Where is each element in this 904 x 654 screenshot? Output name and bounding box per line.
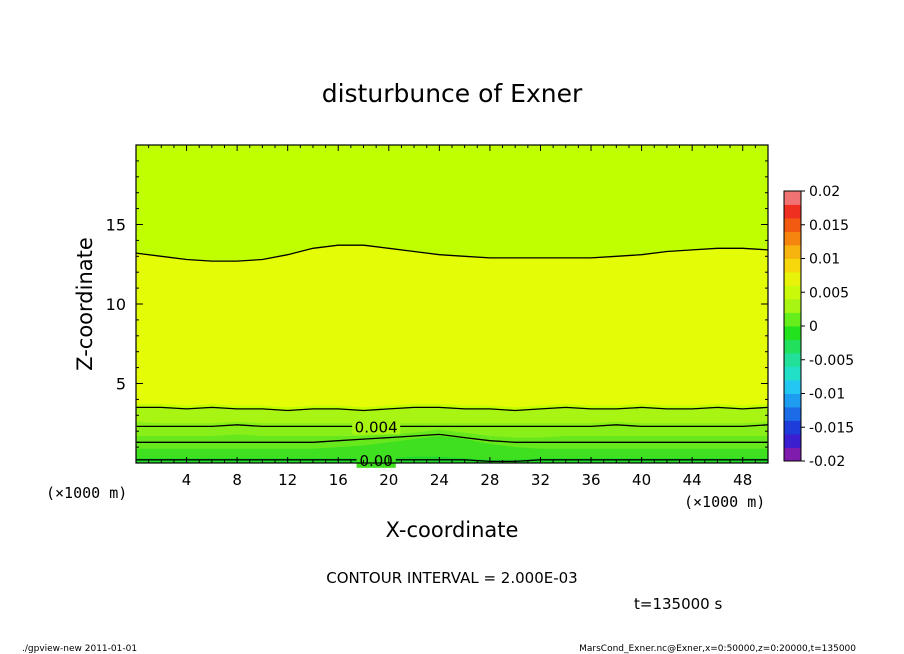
colorbar-label: 0.005 (809, 285, 849, 301)
colorbar-segment (784, 245, 801, 259)
contour-line (136, 424, 769, 428)
colorbar-label: 0.02 (809, 184, 840, 200)
x-axis: 4 8 12 16 20 24 28 32 36 40 44 48 (148, 145, 756, 489)
x-tick-label: 28 (480, 471, 499, 489)
x-tick-label: 24 (430, 471, 449, 489)
x-tick-label: 20 (379, 471, 398, 489)
colorbar-segment (784, 447, 801, 462)
colorbar-label: 0.015 (809, 218, 849, 234)
contour-interval-text: CONTOUR INTERVAL = 2.000E-03 (326, 569, 577, 587)
colorbar-segment (784, 191, 801, 205)
contour-line (135, 244, 769, 262)
colorbar-segment (784, 420, 801, 435)
colorbar-segment (784, 258, 801, 273)
colorbar: 0.02 0.015 0.01 0.005 0 -0.005 -0.01 -0.015 -0.0… (783, 184, 854, 470)
colorbar-segment (784, 366, 801, 381)
y-tick-label: 5 (116, 375, 126, 394)
x-tick-label: 44 (683, 471, 702, 489)
chart-title: disturbunce of Exner (322, 79, 583, 108)
colorbar-segment (784, 312, 801, 327)
colorbar-segment (784, 231, 801, 246)
y-tick-label: 10 (106, 295, 126, 314)
colorbar-segment (784, 204, 801, 219)
footer-left: ./gpview-new 2011-01-01 (22, 644, 137, 654)
x-unit-left: (×1000 m) (46, 484, 127, 502)
x-tick-label: 4 (182, 471, 192, 489)
colorbar-label: -0.005 (809, 353, 854, 369)
x-tick-label: 8 (232, 471, 242, 489)
colorbar-segment (784, 285, 801, 300)
level-band (136, 436, 768, 463)
colorbar-segment (784, 434, 801, 448)
level-band (136, 245, 768, 408)
colorbar-label: -0.02 (809, 454, 845, 470)
colorbar-segment (784, 326, 801, 340)
colorbar-segment (784, 407, 801, 421)
contour-line (136, 433, 768, 443)
x-axis-label: X-coordinate (386, 518, 519, 542)
colorbar-segment (784, 380, 801, 394)
y-axis: 5 10 15 (106, 160, 768, 448)
colorbar-segment (784, 218, 801, 232)
colorbar-label: 0 (809, 319, 818, 335)
y-axis-label: Z-coordinate (73, 237, 97, 371)
footer-right: MarsCond_Exner.nc@Exner,x=0:50000,z=0:20… (579, 644, 856, 654)
colorbar-segment (784, 339, 801, 354)
y-tick-label: 15 (106, 216, 126, 235)
colorbar-segment (784, 299, 801, 313)
x-tick-label: 40 (632, 471, 651, 489)
colorbar-segment (784, 393, 801, 408)
contour-label-bg (352, 417, 401, 435)
x-tick-label: 36 (581, 471, 600, 489)
colorbar-segment (784, 272, 801, 286)
x-tick-label: 16 (329, 471, 348, 489)
contour-line (136, 459, 768, 463)
time-text: t=135000 s (634, 595, 722, 613)
x-tick-label: 32 (531, 471, 550, 489)
contour-label: 0.004 (355, 418, 398, 436)
colorbar-label: 0.01 (809, 252, 840, 268)
colorbar-label: -0.015 (809, 420, 854, 436)
x-tick-label: 48 (733, 471, 752, 489)
colorbar-label: -0.01 (809, 387, 845, 403)
x-unit-right: (×1000 m) (684, 493, 765, 511)
x-tick-label: 12 (278, 471, 297, 489)
colorbar-segment (784, 353, 801, 367)
contour-line (136, 406, 769, 412)
